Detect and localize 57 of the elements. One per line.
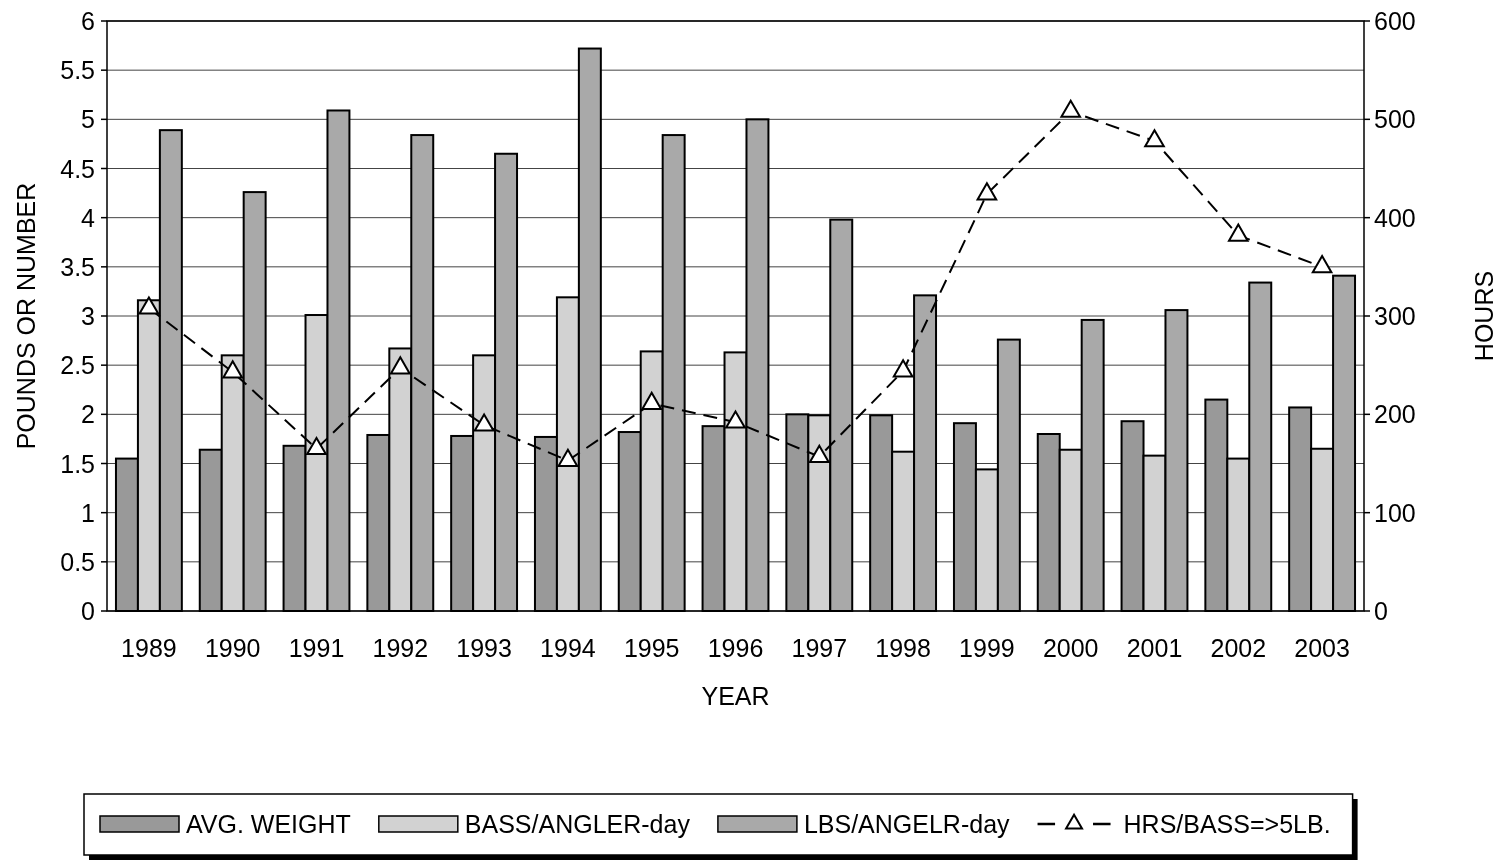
point	[1144, 129, 1165, 148]
point	[1311, 255, 1333, 274]
x-tick-label: 1989	[121, 634, 177, 662]
y-tick-label: 2	[81, 400, 95, 429]
y-tick-label: 4.5	[60, 154, 95, 183]
y-tick-label: 3	[81, 302, 95, 330]
x-axis-title: YEAR	[701, 682, 770, 710]
point	[976, 182, 998, 201]
point	[1227, 223, 1249, 242]
y2-tick-label: 400	[1374, 203, 1416, 232]
x-tick-label: 2002	[1210, 634, 1267, 662]
point	[641, 391, 663, 410]
x-tick-label: 1996	[707, 634, 764, 662]
x-tick-label: 1990	[204, 634, 261, 662]
y2-axis-title: HOURS	[1470, 270, 1498, 362]
x-tick-label: 2003	[1294, 634, 1350, 662]
point	[725, 410, 746, 429]
y2-tick-label: 300	[1374, 302, 1416, 330]
y-tick-label: 0.5	[60, 547, 95, 576]
y-tick-label: 1.5	[60, 449, 95, 478]
point	[808, 444, 830, 463]
x-tick-label: 1994	[540, 634, 596, 662]
y-tick-label: 0	[81, 597, 95, 625]
y2-tick-label: 0	[1374, 597, 1388, 625]
legend-label: LBS/ANGELR-day	[803, 810, 1011, 838]
x-tick-label: 1995	[623, 634, 680, 662]
x-tick-label: 1998	[875, 634, 931, 662]
point	[306, 437, 327, 456]
y-tick-label: 5.5	[60, 56, 95, 85]
point	[389, 356, 411, 375]
y-axis-title: POUNDS OR NUMBER	[12, 182, 40, 450]
point	[892, 359, 914, 378]
y2-tick-label: 600	[1374, 7, 1416, 35]
legend-label: BASS/ANGLER-day	[464, 810, 691, 838]
y-tick-label: 1	[81, 498, 95, 527]
point	[138, 296, 160, 315]
y-tick-label: 2.5	[60, 351, 95, 380]
x-tick-label: 1997	[791, 634, 848, 662]
legend-label: AVG. WEIGHT	[186, 810, 351, 838]
x-tick-label: 1992	[372, 634, 429, 662]
x-tick-label: 1999	[959, 634, 1015, 662]
point	[557, 448, 579, 467]
x-tick-label: 2000	[1042, 634, 1099, 662]
x-tick-label: 1993	[456, 634, 512, 662]
x-tick-label: 2001	[1126, 634, 1183, 662]
y2-tick-label: 100	[1374, 498, 1416, 527]
x-tick-label: 1991	[288, 634, 345, 662]
y2-tick-label: 500	[1374, 105, 1416, 134]
point	[1060, 99, 1082, 118]
y-tick-label: 5	[81, 105, 95, 134]
point	[222, 360, 244, 379]
y2-tick-label: 200	[1374, 400, 1416, 429]
legend-label: HRS/BASS=>5LB.	[1123, 810, 1331, 838]
point	[473, 413, 495, 432]
y-tick-label: 3.5	[60, 252, 95, 281]
y-tick-label: 6	[81, 7, 95, 35]
y-tick-label: 4	[81, 203, 96, 232]
